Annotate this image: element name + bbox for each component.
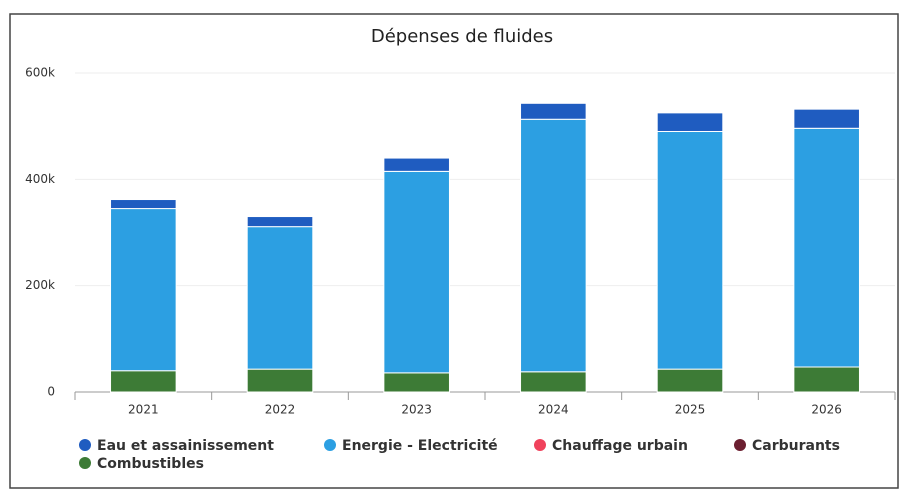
legend-marker (324, 439, 336, 451)
legend-marker (79, 439, 91, 451)
legend-label: Carburants (752, 438, 840, 454)
x-tick-label: 2022 (265, 403, 296, 417)
x-tick-label: 2026 (811, 403, 842, 417)
bar-segment (110, 208, 177, 372)
bar-segment (520, 371, 587, 393)
chart-title: Dépenses de fluides (371, 26, 553, 47)
y-tick-label: 600k (25, 66, 55, 80)
bar-segment (110, 199, 177, 210)
bar-segment (793, 108, 860, 129)
x-tick-label: 2021 (128, 403, 159, 417)
legend-marker (79, 457, 91, 469)
bar-segment (246, 226, 314, 370)
y-tick-label: 200k (25, 278, 55, 292)
bar-segment (656, 368, 724, 393)
bar-segment (246, 368, 314, 393)
legend-label: Chauffage urbain (552, 438, 688, 454)
legend-marker (734, 439, 746, 451)
legend-label: Combustibles (97, 456, 204, 472)
legend-marker (534, 439, 546, 451)
bar-segment (383, 157, 450, 172)
bar-segment (110, 370, 177, 393)
bar-segment (520, 118, 587, 373)
x-tick-label: 2023 (401, 403, 432, 417)
bar-segment (383, 170, 450, 374)
x-tick-label: 2024 (538, 403, 569, 417)
legend-label: Eau et assainissement (97, 438, 274, 454)
bar-segment (383, 372, 450, 393)
legend-label: Energie - Electricité (342, 438, 498, 454)
bar-segment (793, 127, 860, 368)
y-tick-label: 0 (47, 385, 55, 399)
bar-segment (520, 102, 587, 120)
bar-segment (246, 216, 314, 228)
x-tick-label: 2025 (675, 403, 706, 417)
bar-segment (656, 130, 724, 370)
y-tick-label: 400k (25, 172, 55, 186)
bar-segment (793, 366, 860, 393)
bar-segment (656, 112, 724, 132)
